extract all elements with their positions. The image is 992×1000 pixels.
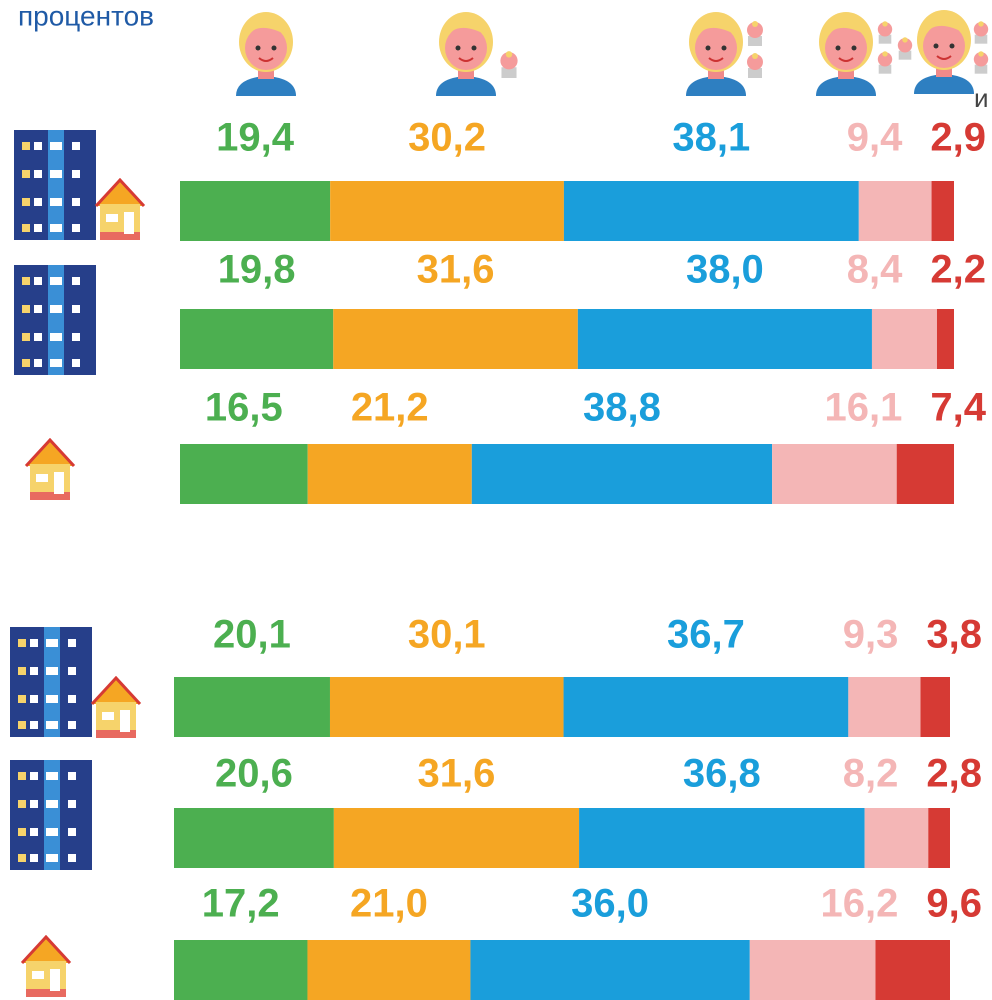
bar-segment <box>174 940 308 1000</box>
category-icon <box>90 676 142 738</box>
value-label: 31,6 <box>418 752 496 796</box>
value-label: 16,2 <box>821 882 899 926</box>
bar-segment <box>470 940 750 1000</box>
bar-segment <box>307 940 471 1000</box>
value-label: 3,8 <box>926 613 982 657</box>
value-label: 8,2 <box>843 752 899 796</box>
value-label: 30,1 <box>408 613 486 657</box>
value-label: 2,9 <box>930 116 986 160</box>
value-label: 9,6 <box>926 882 982 926</box>
value-label: 17,2 <box>202 882 280 926</box>
category-icon <box>10 627 92 737</box>
bar-segment <box>936 309 954 369</box>
value-label: 20,6 <box>215 752 293 796</box>
category-icon <box>20 935 72 997</box>
bar-segment <box>871 309 937 369</box>
bar-segment <box>749 940 876 1000</box>
value-label: 38,0 <box>686 248 764 292</box>
value-label: 2,2 <box>930 248 986 292</box>
bar-segment <box>180 181 331 241</box>
value-label: 21,0 <box>350 882 428 926</box>
value-label: 2,8 <box>926 752 982 796</box>
bar-segment <box>180 444 308 504</box>
bar-segment <box>330 181 564 241</box>
value-label: 9,3 <box>843 613 899 657</box>
bar-segment <box>875 940 950 1000</box>
bar-segment <box>896 444 954 504</box>
bar-segment <box>174 808 334 868</box>
bar-segment <box>772 444 897 504</box>
value-label: 36,8 <box>683 752 761 796</box>
value-label: 38,1 <box>672 116 750 160</box>
category-icon <box>14 130 96 240</box>
bar-segment <box>858 181 932 241</box>
value-label: 36,7 <box>667 613 745 657</box>
bar-segment <box>563 677 849 737</box>
category-icon <box>94 178 146 240</box>
value-label: 36,0 <box>571 882 649 926</box>
chart-title: процентов <box>18 0 154 31</box>
value-label: 20,1 <box>213 613 291 657</box>
value-label: 8,4 <box>847 248 903 292</box>
value-label: 30,2 <box>408 116 486 160</box>
bar-segment <box>329 677 564 737</box>
category-icon <box>14 265 96 375</box>
value-label: 38,8 <box>583 386 661 430</box>
bar-segment <box>333 309 578 369</box>
bar-segment <box>307 444 472 504</box>
bar-segment <box>931 181 954 241</box>
bar-segment <box>579 808 865 868</box>
value-label: 7,4 <box>930 386 986 430</box>
bar-segment <box>174 677 330 737</box>
value-label: 9,4 <box>847 116 903 160</box>
value-label: 21,2 <box>351 386 429 430</box>
bar-segment <box>471 444 773 504</box>
bar-segment <box>577 309 872 369</box>
bar-segment <box>848 677 921 737</box>
category-icon <box>10 760 92 870</box>
value-label: 16,5 <box>205 386 283 430</box>
category-icon <box>24 438 76 500</box>
bar-segment <box>920 677 950 737</box>
legend-icons <box>235 9 989 96</box>
value-label: 31,6 <box>417 248 495 292</box>
bar-segment <box>864 808 929 868</box>
value-label: 16,1 <box>825 386 903 430</box>
bar-segment <box>333 808 580 868</box>
bar-segment <box>928 808 950 868</box>
annotation: и <box>974 83 989 113</box>
value-label: 19,4 <box>216 116 295 160</box>
bar-segment <box>180 309 334 369</box>
bar-segment <box>563 181 859 241</box>
value-label: 19,8 <box>218 248 296 292</box>
